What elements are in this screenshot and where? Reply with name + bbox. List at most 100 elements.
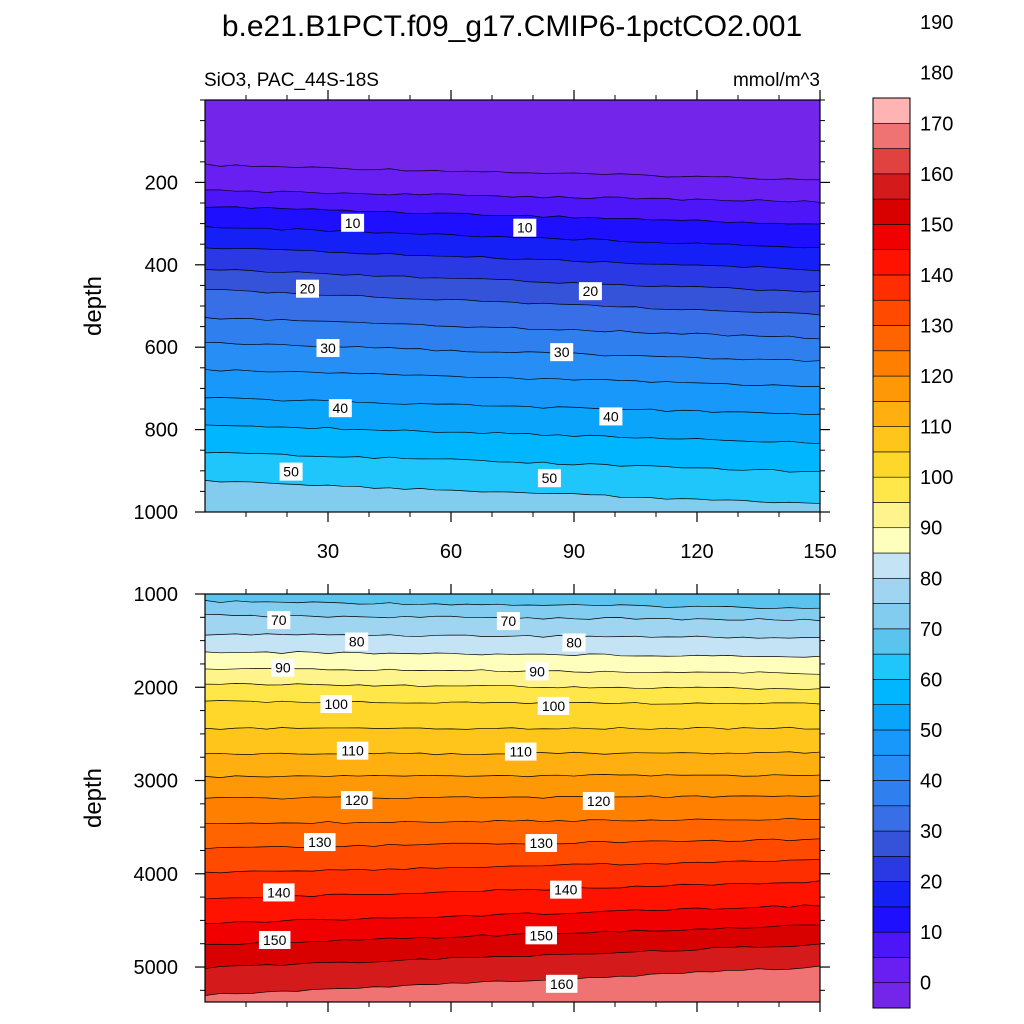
upper-band-40 bbox=[205, 342, 820, 387]
contour-label-box bbox=[578, 282, 602, 301]
lower-isoline-85 bbox=[205, 651, 820, 658]
colorbar-tick-label: 60 bbox=[920, 669, 942, 691]
upper-fill-layer bbox=[205, 100, 820, 512]
colorbar-tick-label: 70 bbox=[920, 619, 942, 641]
upper-isoline-5 bbox=[205, 189, 820, 203]
y-tick-label: 1000 bbox=[134, 584, 179, 606]
colorbar-box bbox=[872, 754, 911, 781]
lower-band-125 bbox=[205, 818, 820, 849]
upper-isoline-10 bbox=[205, 206, 820, 225]
contour-label: 90 bbox=[271, 658, 295, 677]
colorbar-tick-label: 110 bbox=[920, 417, 952, 439]
contour-label-box bbox=[316, 339, 340, 358]
upper-isoline-45 bbox=[205, 369, 820, 387]
lower-band-95 bbox=[205, 683, 820, 705]
contour-label: 80 bbox=[345, 632, 369, 651]
contour-label-text: 80 bbox=[566, 634, 582, 650]
contour-label-text: 20 bbox=[583, 283, 599, 299]
contour-label: 160 bbox=[545, 974, 578, 993]
lower-isoline-80 bbox=[205, 633, 820, 639]
contour-label: 150 bbox=[258, 930, 291, 949]
contour-label-text: 100 bbox=[325, 696, 349, 712]
colorbar-tick-label: 80 bbox=[920, 568, 942, 590]
contour-label-text: 80 bbox=[349, 634, 365, 650]
upper-isoline-65 bbox=[205, 480, 820, 504]
upper-isoline-25 bbox=[205, 269, 820, 293]
contour-label-text: 70 bbox=[501, 613, 517, 629]
colorbar-box bbox=[872, 931, 911, 958]
colorbar-box bbox=[872, 249, 911, 276]
lower-isoline-120 bbox=[205, 795, 820, 800]
lower-band-150 bbox=[205, 924, 820, 969]
upper-band-15 bbox=[205, 226, 820, 271]
y-tick-label: 1000 bbox=[134, 502, 179, 524]
contour-label-box bbox=[345, 632, 369, 651]
colorbar-box bbox=[872, 805, 911, 832]
colorbar-tick-label: 0 bbox=[920, 973, 931, 995]
contour-label-text: 50 bbox=[283, 464, 299, 480]
y-tick-label: 400 bbox=[145, 255, 178, 277]
colorbar-box bbox=[872, 451, 911, 478]
contour-label: 70 bbox=[496, 612, 520, 631]
contour-label-box bbox=[504, 742, 537, 761]
lower-band-140 bbox=[205, 880, 820, 924]
colorbar-tick-label: 120 bbox=[920, 366, 953, 388]
lower-band-115 bbox=[205, 774, 820, 800]
colorbar-box bbox=[872, 299, 911, 326]
variable-region-label: SiO3, PAC_44S-18S bbox=[204, 70, 379, 91]
contour-label: 110 bbox=[336, 741, 369, 760]
colorbar-box bbox=[872, 274, 911, 301]
y-tick-label: 5000 bbox=[134, 957, 179, 979]
upper-y-axis-label: depth bbox=[80, 276, 107, 336]
contour-label: 40 bbox=[328, 399, 352, 418]
contour-label-text: 140 bbox=[554, 882, 578, 898]
colorbar-box bbox=[872, 957, 911, 984]
colorbar-box bbox=[872, 350, 911, 377]
upper-panel: 10 10 20 20 30 30 40 40 50 50 200 400 600 800 1000 30 6… bbox=[80, 90, 837, 563]
upper-band-20 bbox=[205, 247, 820, 293]
contour-label-text: 150 bbox=[530, 927, 554, 943]
colorbar-tick-label: 150 bbox=[920, 214, 953, 236]
colorbar-box bbox=[872, 577, 911, 604]
lower-band-130 bbox=[205, 838, 820, 873]
upper-isoline-40 bbox=[205, 342, 820, 362]
contour-label-box bbox=[545, 974, 578, 993]
x-tick-label: 90 bbox=[563, 541, 585, 563]
contour-label-box bbox=[336, 741, 369, 760]
contour-label: 30 bbox=[316, 339, 340, 358]
contour-label: 110 bbox=[504, 742, 537, 761]
x-tick-label: 120 bbox=[680, 541, 713, 563]
upper-isoline-15 bbox=[205, 226, 820, 249]
contour-label-text: 150 bbox=[263, 932, 287, 948]
x-tick-label: 150 bbox=[803, 541, 836, 563]
colorbar-box bbox=[872, 653, 911, 680]
lower-band-top bbox=[205, 594, 820, 609]
lower-y-axis-label: depth bbox=[80, 768, 107, 828]
colorbar-box bbox=[872, 982, 911, 1009]
colorbar-box bbox=[872, 476, 911, 503]
lower-isoline-125 bbox=[205, 817, 820, 825]
contour-label-text: 40 bbox=[603, 408, 619, 424]
colorbar-tick-label: 40 bbox=[920, 771, 942, 793]
contour-label: 10 bbox=[341, 213, 365, 232]
colorbar-box bbox=[872, 224, 911, 250]
contour-label-text: 100 bbox=[542, 698, 566, 714]
upper-band-0 bbox=[205, 163, 820, 203]
contour-label-box bbox=[562, 633, 586, 652]
contour-label-text: 10 bbox=[517, 220, 533, 236]
contour-label: 20 bbox=[578, 282, 602, 301]
colorbar-tick-label: 50 bbox=[920, 720, 942, 742]
colorbar-box bbox=[872, 906, 911, 933]
contour-label: 140 bbox=[550, 880, 582, 899]
units-label: mmol/m^3 bbox=[733, 70, 820, 91]
upper-band-25 bbox=[205, 269, 820, 316]
contour-label-text: 110 bbox=[341, 743, 364, 759]
contour-label: 130 bbox=[304, 833, 336, 852]
colorbar-tick-label: 130 bbox=[920, 316, 953, 338]
contour-label-box bbox=[279, 462, 303, 481]
contour-label-box bbox=[582, 792, 615, 811]
upper-isoline-0 bbox=[205, 163, 820, 181]
colorbar-tick-label: 160 bbox=[920, 164, 953, 186]
upper-band-35 bbox=[205, 317, 820, 362]
contour-label-text: 50 bbox=[542, 470, 558, 486]
